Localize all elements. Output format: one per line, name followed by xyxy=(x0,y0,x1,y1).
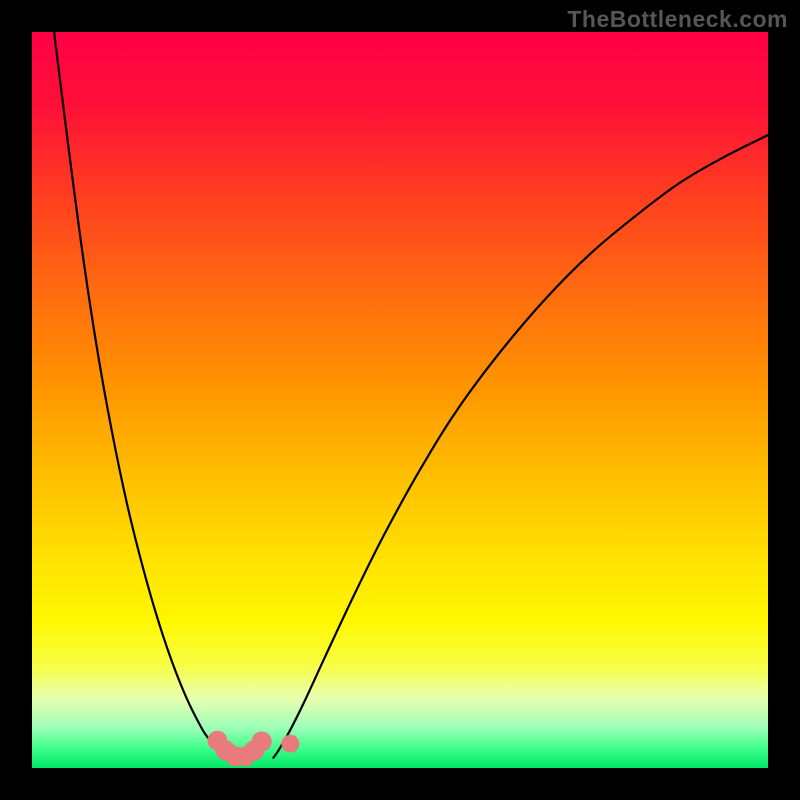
marker-point xyxy=(252,732,272,752)
watermark-text: TheBottleneck.com xyxy=(567,6,788,33)
marker-point xyxy=(281,735,299,753)
chart-stage: TheBottleneck.com xyxy=(0,0,800,800)
chart-svg xyxy=(0,0,800,800)
plot-background xyxy=(32,32,768,768)
